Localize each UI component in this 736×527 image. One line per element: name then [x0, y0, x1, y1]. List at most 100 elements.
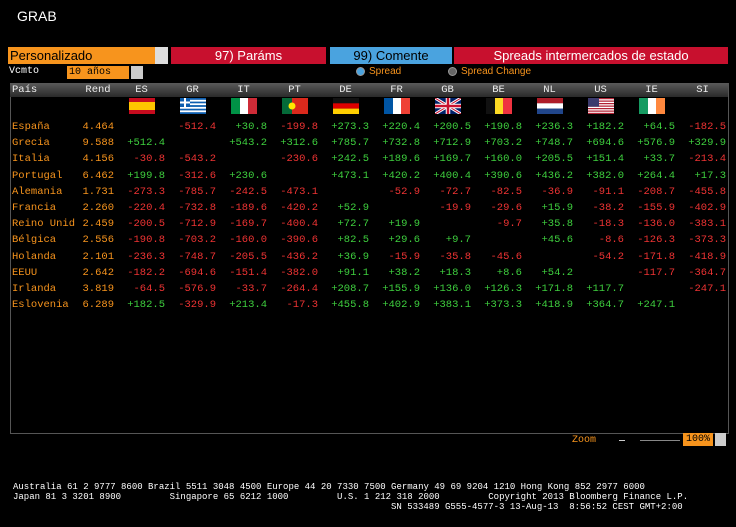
spread-cell: +748.7	[535, 137, 573, 150]
spread-cell: +38.2	[388, 266, 420, 279]
spread-cell: +151.4	[586, 153, 624, 166]
flag-pt	[281, 98, 308, 114]
spread-cell: -373.3	[688, 234, 726, 247]
spread-cell: +8.6	[496, 266, 522, 279]
spread-cell: +512.4	[127, 137, 165, 150]
table-row: EEUU 2.642 -182.2 -694.6 -151.4 -382.0 +91.1 +3…	[10, 265, 728, 281]
spread-cell: +64.5	[643, 121, 675, 134]
column-header: PT	[269, 83, 320, 97]
spread-cell: -312.6	[178, 169, 216, 182]
table-row: Irlanda 3.819 -64.5 -576.9 -33.7 -264.4 +208.7…	[10, 281, 728, 297]
flag-nl	[536, 98, 563, 114]
spread-cell: -91.1	[592, 185, 624, 198]
spread-cell: -364.7	[688, 266, 726, 279]
spread-cell: +712.9	[433, 137, 471, 150]
spread-cell: +732.8	[382, 137, 420, 150]
spread-cell: +82.5	[337, 234, 369, 247]
spread-cell: -190.8	[127, 234, 165, 247]
column-header: GR	[167, 83, 218, 97]
empty-cell	[524, 249, 575, 265]
column-header: FR	[371, 83, 422, 97]
params-button[interactable]: 97) Paráms	[171, 47, 326, 64]
zoom-value[interactable]: 100%	[683, 433, 713, 446]
spread-cell: -52.9	[388, 185, 420, 198]
comment-button[interactable]: 99) Comente	[330, 47, 452, 64]
table-row: Italia 4.156 -30.8 -543.2 -230.6 +242.5 +189.6…	[10, 151, 728, 167]
zoom-slider[interactable]	[640, 440, 680, 441]
spread-cell: +171.8	[535, 282, 573, 295]
yield-cell: 2.101	[82, 250, 114, 263]
column-header: País	[10, 83, 80, 97]
column-header: Rend	[80, 83, 116, 97]
footer-line: Japan 81 3 3201 8900 Singapore 65 6212 1…	[13, 492, 689, 502]
spread-cell: +785.7	[331, 137, 369, 150]
dropdown-arrow[interactable]	[131, 66, 143, 79]
spread-cell: +160.0	[484, 153, 522, 166]
spread-cell: -54.2	[592, 250, 624, 263]
spread-cell: -264.4	[280, 282, 318, 295]
column-header: IE	[626, 83, 677, 97]
spread-cell: +236.3	[535, 121, 573, 134]
spread-cell: -64.5	[133, 282, 165, 295]
spread-cell: -169.7	[229, 218, 267, 231]
spread-cell: +364.7	[586, 299, 624, 312]
spread-cell: -420.2	[280, 202, 318, 215]
spread-cell: -182.2	[127, 266, 165, 279]
window-title: GRAB	[17, 8, 57, 24]
spread-cell: +200.5	[433, 121, 471, 134]
spread-cell: -390.6	[280, 234, 318, 247]
spread-cell: +126.3	[484, 282, 522, 295]
yield-cell: 2.556	[82, 234, 114, 247]
empty-cell	[626, 281, 677, 297]
empty-cell	[575, 265, 626, 281]
dropdown-arrow[interactable]	[155, 47, 168, 64]
spread-cell: +703.2	[484, 137, 522, 150]
spread-cell: +91.1	[337, 266, 369, 279]
flag-gr	[179, 98, 206, 114]
spread-cell: -512.4	[178, 121, 216, 134]
spread-cell: -9.7	[496, 218, 522, 231]
spread-cell: -155.9	[637, 202, 675, 215]
flag-be	[485, 98, 512, 114]
maturity-label: Vcmto	[9, 66, 40, 77]
country-cell: Portugal	[12, 169, 63, 182]
zoom-minus[interactable]	[619, 440, 625, 441]
spread-cell: -213.4	[688, 153, 726, 166]
spread-cell: -703.2	[178, 234, 216, 247]
spread-cell: -72.7	[439, 185, 471, 198]
spread-cell: -151.4	[229, 266, 267, 279]
spread-cell: -82.5	[490, 185, 522, 198]
country-cell: Eslovenia	[12, 299, 69, 312]
radio-spread-change[interactable]: Spread Change	[448, 66, 531, 78]
spread-cell: +543.2	[229, 137, 267, 150]
spread-cell: +242.5	[331, 153, 369, 166]
preset-dropdown[interactable]: Personalizado	[8, 47, 155, 64]
spread-cell: +52.9	[337, 202, 369, 215]
spread-cell: +9.7	[445, 234, 471, 247]
spread-cell: -712.9	[178, 218, 216, 231]
spread-cell: -18.3	[592, 218, 624, 231]
table-row: Eslovenia 6.289 +182.5 -329.9 +213.4 -17.3 +45…	[10, 297, 728, 313]
column-header: ES	[116, 83, 167, 97]
spread-cell: -208.7	[637, 185, 675, 198]
spread-cell: +420.2	[382, 169, 420, 182]
dropdown-arrow[interactable]	[715, 433, 726, 446]
table-row: Reino Unid 2.459 -200.5 -712.9 -169.7 -400.4 +…	[10, 216, 728, 232]
spread-cell: +33.7	[643, 153, 675, 166]
radio-spread[interactable]: Spread	[356, 66, 401, 78]
spread-cell: +18.3	[439, 266, 471, 279]
spread-cell: -136.0	[637, 218, 675, 231]
spread-cell: +213.4	[229, 299, 267, 312]
table-row: España 4.464 -512.4 +30.8 -199.8 +273.3 +220.4…	[10, 119, 728, 135]
spread-cell: +17.3	[694, 169, 726, 182]
column-header: DE	[320, 83, 371, 97]
spread-cell: -473.1	[280, 185, 318, 198]
maturity-select[interactable]: 10 años	[67, 66, 129, 79]
spread-cell: +247.1	[637, 299, 675, 312]
spread-cell: -455.8	[688, 185, 726, 198]
spread-cell: -748.7	[178, 250, 216, 263]
radio-label: Spread	[369, 66, 402, 77]
spread-cell: -418.9	[688, 250, 726, 263]
flag-es	[128, 98, 155, 114]
flag-de	[332, 98, 359, 114]
